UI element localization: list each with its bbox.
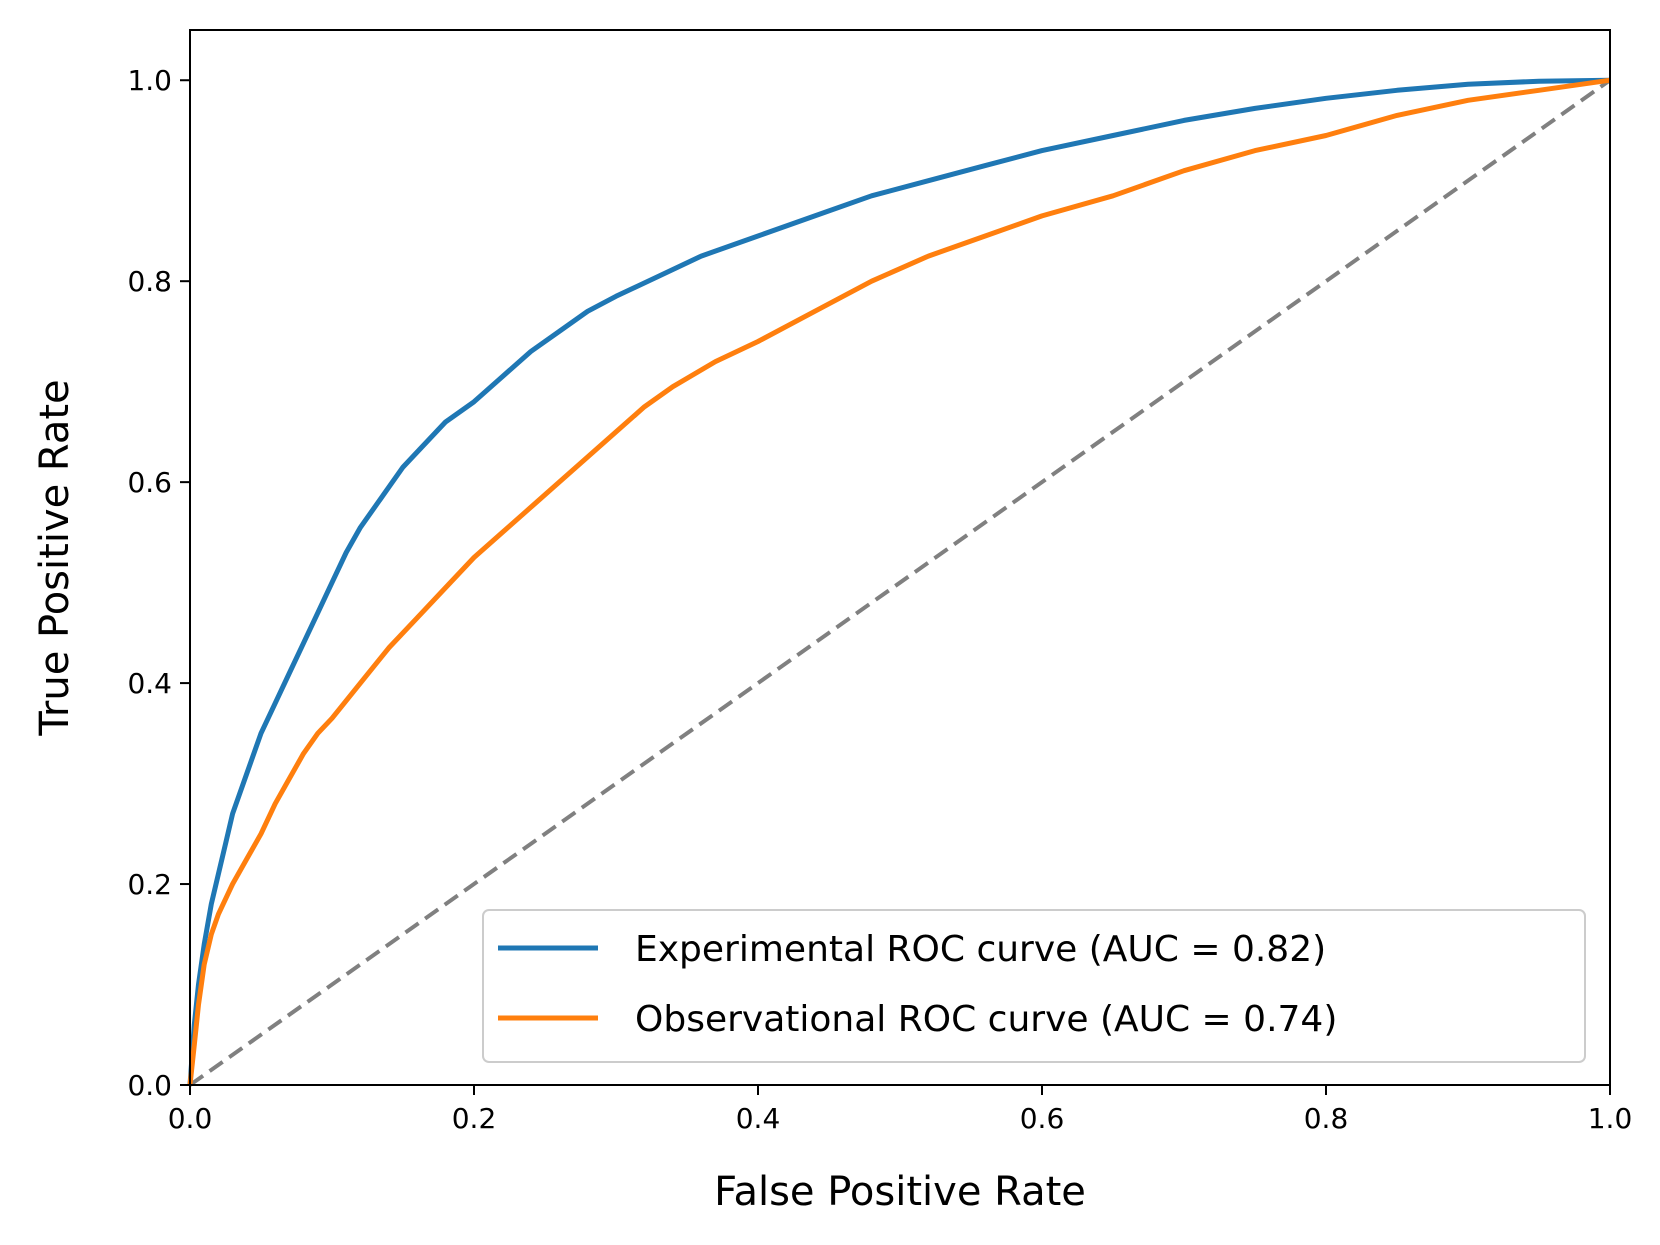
series-line-observational: [187, 77, 1611, 1086]
y-tick-label: 0.4: [127, 667, 172, 700]
y-tick-label: 0.0: [127, 1069, 172, 1102]
x-tick-label: 0.4: [736, 1102, 781, 1135]
y-tick-label: 0.8: [127, 265, 172, 298]
y-tick-label: 0.2: [127, 868, 172, 901]
legend-box: [482, 909, 1586, 1063]
x-tick-label: 0.0: [168, 1102, 213, 1135]
plot-area: [187, 77, 1612, 1087]
y-axis-label: True Positive Rate: [32, 379, 78, 736]
y-tick-label: 0.6: [127, 466, 172, 499]
x-axis-label: False Positive Rate: [714, 1169, 1086, 1215]
chance-diagonal-line: [188, 78, 1612, 1087]
x-tick-label: 1.0: [1588, 1102, 1633, 1135]
x-tick-label: 0.6: [1020, 1102, 1065, 1135]
x-tick-label: 0.2: [452, 1102, 497, 1135]
legend-label-observational: Observational ROC curve (AUC = 0.74): [635, 999, 1337, 1040]
x-tick-label: 0.8: [1304, 1102, 1349, 1135]
plot-frame: [189, 29, 1611, 1086]
y-tick-label: 1.0: [127, 64, 172, 97]
legend-label-experimental: Experimental ROC curve (AUC = 0.82): [635, 929, 1326, 970]
axis-ticks: 0.0 0.2 0.4 0.6 0.8 1.0 0.0 0.2 0.4 0.6 0.8 1.0: [127, 64, 1632, 1135]
legend: Experimental ROC curve (AUC = 0.82) Obse…: [482, 909, 1586, 1063]
series-line-experimental: [187, 77, 1611, 1086]
